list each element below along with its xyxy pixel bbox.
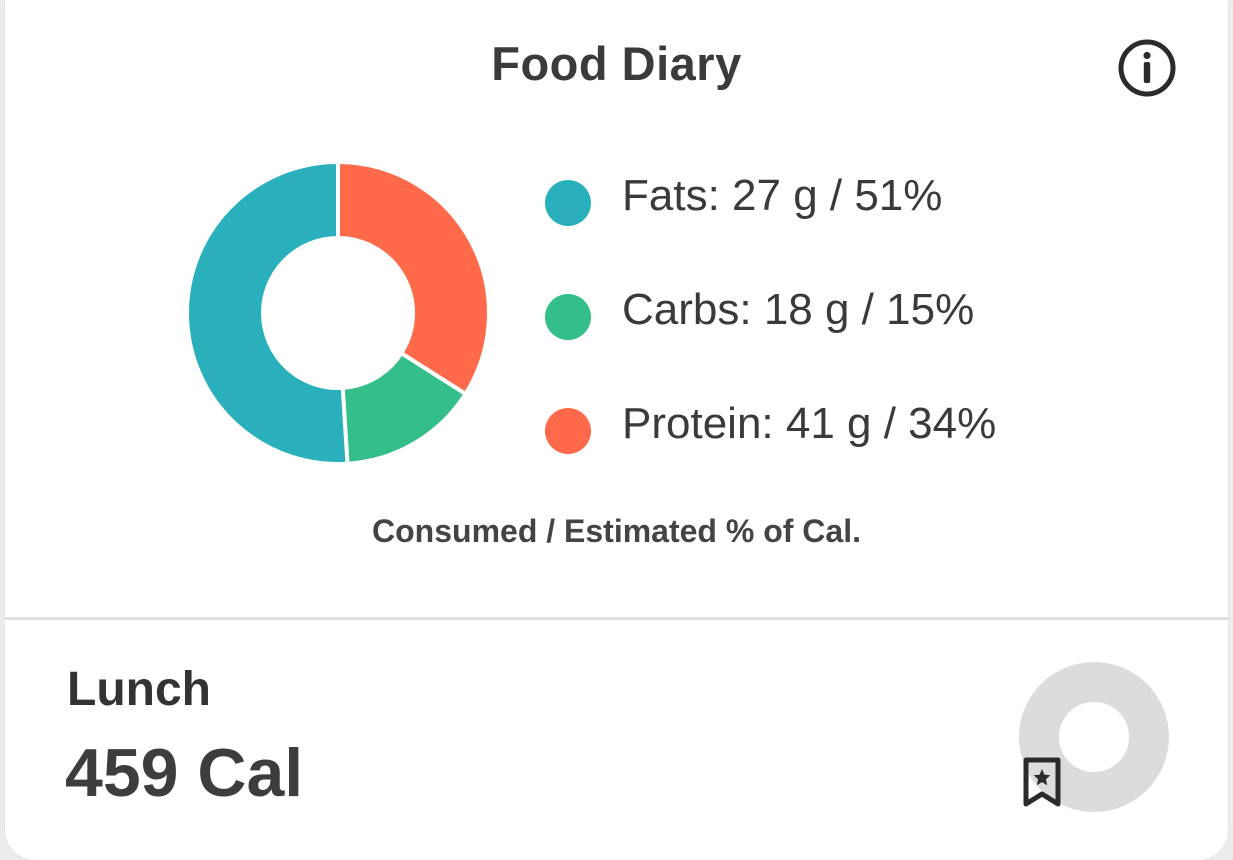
legend-label-carbs: Carbs: 18 g / 15% — [622, 285, 975, 334]
legend-label-fats: Fats: 27 g / 51% — [622, 171, 943, 220]
meal-name[interactable]: Lunch — [67, 663, 211, 716]
chart-caption: Consumed / Estimated % of Cal. — [372, 513, 861, 549]
meal-progress-ring — [1019, 662, 1169, 812]
macro-donut-chart — [185, 160, 491, 466]
info-icon[interactable] — [1117, 38, 1177, 98]
slice-fats — [185, 160, 350, 466]
meal-calories: 459 Cal — [65, 735, 304, 811]
food-diary-card: Food Diary Fats: 27 g / 51% Carbs: 18 g … — [5, 0, 1228, 860]
protein-color-dot — [545, 408, 591, 454]
carbs-color-dot — [545, 294, 591, 340]
page-title: Food Diary — [491, 37, 742, 90]
fats-color-dot — [545, 180, 591, 226]
section-divider — [5, 617, 1228, 620]
slice-protein — [336, 160, 491, 397]
legend-label-protein: Protein: 41 g / 34% — [622, 399, 997, 448]
bookmark-star-icon[interactable] — [1021, 756, 1063, 808]
